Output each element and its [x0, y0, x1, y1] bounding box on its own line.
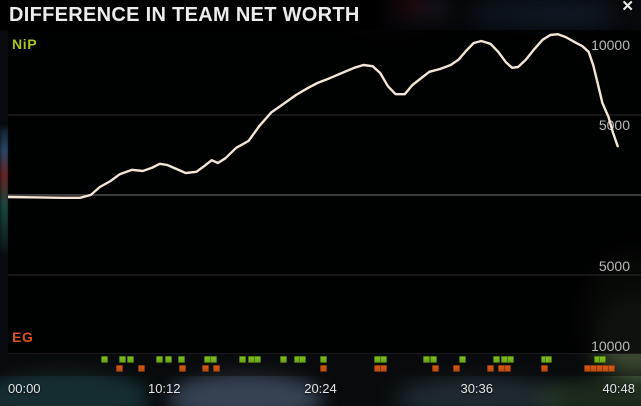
kill-marker-nip: [545, 356, 553, 363]
kill-marker-eg: [202, 365, 210, 372]
kill-marker-eg: [373, 365, 381, 372]
y-tick-label: 10000: [591, 338, 630, 353]
kill-marker-nip: [422, 356, 430, 363]
kill-marker-nip: [493, 356, 501, 363]
kill-marker-eg: [540, 365, 548, 372]
kill-marker-nip: [127, 356, 135, 363]
kill-marker-nip: [594, 356, 602, 363]
kill-marker-nip: [165, 356, 173, 363]
page-title: DIFFERENCE IN TEAM NET WORTH: [9, 3, 360, 26]
kill-marker-nip: [280, 356, 288, 363]
kill-marker-nip: [238, 356, 246, 363]
time-tick-label: 00:00: [8, 381, 41, 396]
kill-marker-eg: [212, 365, 220, 372]
time-tick-label: 20:24: [304, 381, 337, 396]
kill-marker-nip: [430, 356, 438, 363]
kill-marker-nip: [254, 356, 262, 363]
kill-marker-eg: [137, 365, 145, 372]
background-blur-blob: [168, 372, 323, 406]
kill-marker-eg: [453, 365, 461, 372]
close-icon[interactable]: ✕: [621, 0, 634, 15]
background-edge-sliver: [0, 128, 9, 253]
kill-marker-eg: [608, 365, 616, 372]
kill-marker-nip: [203, 356, 211, 363]
kill-marker-nip: [500, 356, 508, 363]
kill-marker-eg: [583, 365, 591, 372]
title-bar: DIFFERENCE IN TEAM NET WORTH: [0, 0, 641, 30]
kill-marker-nip: [298, 356, 306, 363]
kill-marker-strip: [0, 353, 641, 376]
kill-marker-eg: [503, 365, 511, 372]
time-tick-label: 40:48: [602, 381, 635, 396]
networth-line: [6, 32, 619, 200]
kill-marker-nip: [379, 356, 387, 363]
kill-marker-nip: [119, 356, 127, 363]
kill-marker-eg: [179, 365, 187, 372]
kill-marker-eg: [497, 365, 505, 372]
time-tick-label: 30:36: [460, 381, 494, 396]
networth-chart: 10000 5000 5000 10000: [6, 32, 641, 354]
kill-marker-eg: [589, 365, 597, 372]
kill-marker-nip: [373, 356, 381, 363]
kill-marker-nip: [320, 356, 328, 363]
y-tick-label: 5000: [599, 117, 630, 133]
kill-marker-nip: [598, 356, 606, 363]
kill-marker-nip: [209, 356, 217, 363]
kill-marker-eg: [431, 365, 439, 372]
kill-marker-eg: [379, 365, 387, 372]
team-label-nip: NiP: [12, 36, 38, 52]
kill-marker-nip: [177, 356, 185, 363]
kill-marker-nip: [248, 356, 256, 363]
chart-panel: 10000 5000 5000 10000: [6, 30, 641, 354]
kill-marker-nip: [156, 356, 164, 363]
kill-marker-eg: [320, 365, 328, 372]
kill-marker-nip: [294, 356, 302, 363]
kill-marker-eg: [595, 365, 603, 372]
time-axis: 00:00 10:12 20:24 30:36 40:48: [0, 381, 641, 401]
team-label-eg: EG: [12, 329, 34, 345]
kill-marker-nip: [459, 356, 467, 363]
kill-marker-eg: [601, 365, 609, 372]
kill-marker-nip: [101, 356, 108, 363]
time-tick-label: 10:12: [147, 381, 181, 396]
kill-marker-eg: [487, 365, 495, 372]
y-tick-label: 10000: [591, 37, 630, 53]
kill-marker-nip: [540, 356, 548, 363]
y-tick-label: 5000: [599, 258, 630, 274]
kill-marker-nip: [506, 356, 514, 363]
kill-marker-eg: [116, 365, 124, 372]
